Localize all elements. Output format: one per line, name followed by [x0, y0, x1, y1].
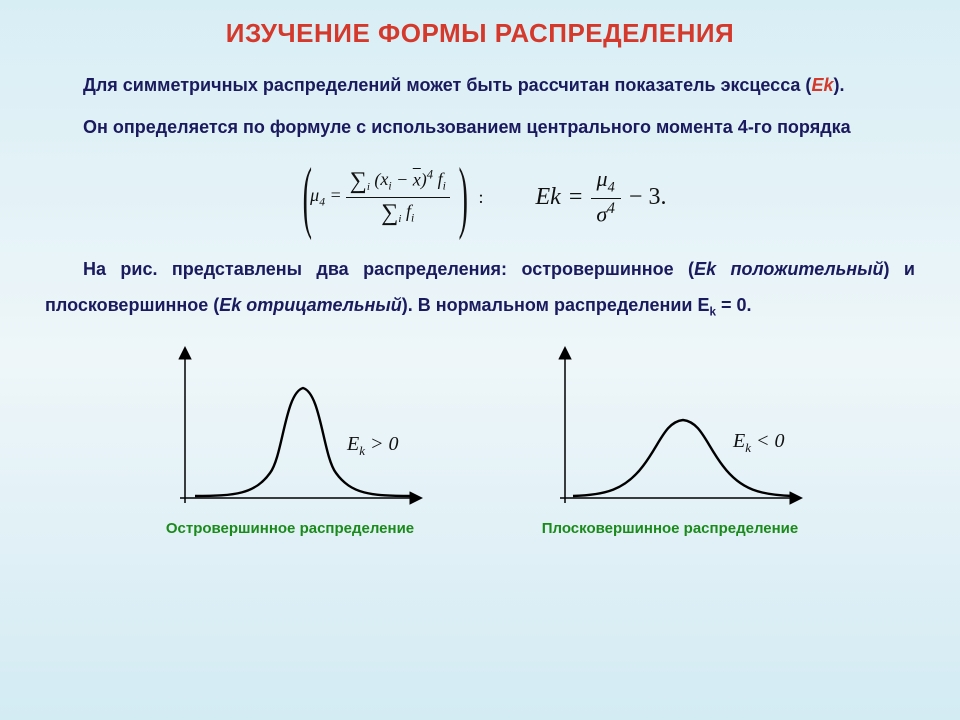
ek-lhs: Ek [536, 184, 561, 211]
ek-symbol: Ek [811, 75, 833, 95]
p3-a: На рис. представлены два распределения: … [83, 259, 694, 279]
caption-right: Плосковершинное распределение [542, 519, 799, 539]
p3-c: ). В нормальном распределении E [402, 295, 710, 315]
p1-text-a: Для симметричных распределений может быт… [83, 75, 811, 95]
mu4-denominator: ∑i fi [377, 198, 418, 226]
ek-negative: Ek отрицательный [219, 295, 402, 315]
formula-block: ( μ4 = ∑i (xi − x)4 fi ∑i fi ) : Ek = μ4… [0, 151, 960, 251]
paragraph-3: На рис. представлены два распределения: … [0, 251, 960, 324]
mu4-lhs: μ4 = [310, 185, 342, 209]
ek-formula: Ek = μ4 σ4 − 3. [536, 167, 667, 227]
chart-right-area: Ek < 0 [535, 338, 805, 513]
colon: : [478, 187, 483, 208]
chart-left: Ek > 0 Островершинное распределение [155, 338, 425, 539]
page-title: ИЗУЧЕНИЕ ФОРМЫ РАСПРЕДЕЛЕНИЯ [0, 0, 960, 67]
right-paren: ) [459, 161, 468, 233]
ek-numerator: μ4 [591, 167, 621, 199]
caption-left: Островершинное распределение [166, 519, 414, 539]
ek-label-left: Ek > 0 [347, 433, 399, 459]
chart-left-area: Ek > 0 [155, 338, 425, 513]
ek-tail: − 3. [629, 184, 667, 211]
mu4-fraction: ∑i (xi − x)4 fi ∑i fi [346, 168, 450, 226]
ek-positive: Ek положительный [694, 259, 883, 279]
mu4-numerator: ∑i (xi − x)4 fi [346, 168, 450, 197]
ek-fraction: μ4 σ4 [590, 167, 621, 227]
chart-right-svg [535, 338, 805, 513]
ek-label-right: Ek < 0 [733, 430, 785, 456]
charts-row: Ek > 0 Островершинное распределение Ek <… [0, 330, 960, 539]
p3-d: = 0. [716, 295, 752, 315]
paragraph-2: Он определяется по формуле с использован… [0, 109, 960, 145]
p1-text-b: ). [833, 75, 844, 95]
ek-denominator: σ4 [590, 199, 621, 227]
ek-eq: = [569, 184, 583, 211]
chart-left-svg [155, 338, 425, 513]
paragraph-1: Для симметричных распределений может быт… [0, 67, 960, 103]
left-paren: ( [302, 161, 311, 233]
chart-right: Ek < 0 Плосковершинное распределение [535, 338, 805, 539]
mu4-formula: ( μ4 = ∑i (xi − x)4 fi ∑i fi ) : [294, 161, 476, 233]
